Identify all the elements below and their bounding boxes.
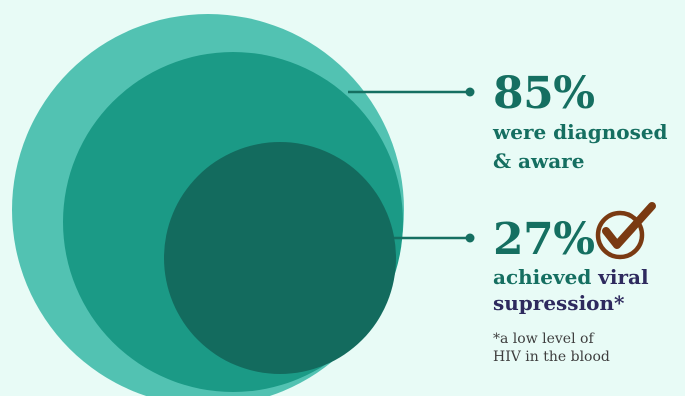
stat-suppression-line1: achieved viral <box>493 264 649 290</box>
stat-diagnosed-line2: & aware <box>493 149 585 173</box>
connector-dot-27 <box>465 233 475 243</box>
footnote-line2: HIV in the blood <box>493 349 610 365</box>
stat-suppression-line1-plain: achieved <box>493 265 599 289</box>
stat-suppression-line2: supression* <box>493 291 625 315</box>
stat-suppression-line1-accent: viral <box>598 265 649 289</box>
inner-circle <box>164 142 396 374</box>
stat-diagnosed-line1: were diagnosed <box>493 120 668 144</box>
footnote-line1: *a low level of <box>493 331 594 347</box>
stat-diagnosed-percent: 85% <box>493 68 595 119</box>
stat-diagnosed: 85% were diagnosed & aware <box>493 72 668 174</box>
stat-suppression: achieved viral supression* <box>493 264 649 316</box>
footnote: *a low level of HIV in the blood <box>493 330 610 366</box>
stat-suppression-percent: 27% <box>493 214 595 265</box>
checkmark-circle-icon <box>595 202 656 260</box>
connector-dot-85 <box>465 87 475 97</box>
